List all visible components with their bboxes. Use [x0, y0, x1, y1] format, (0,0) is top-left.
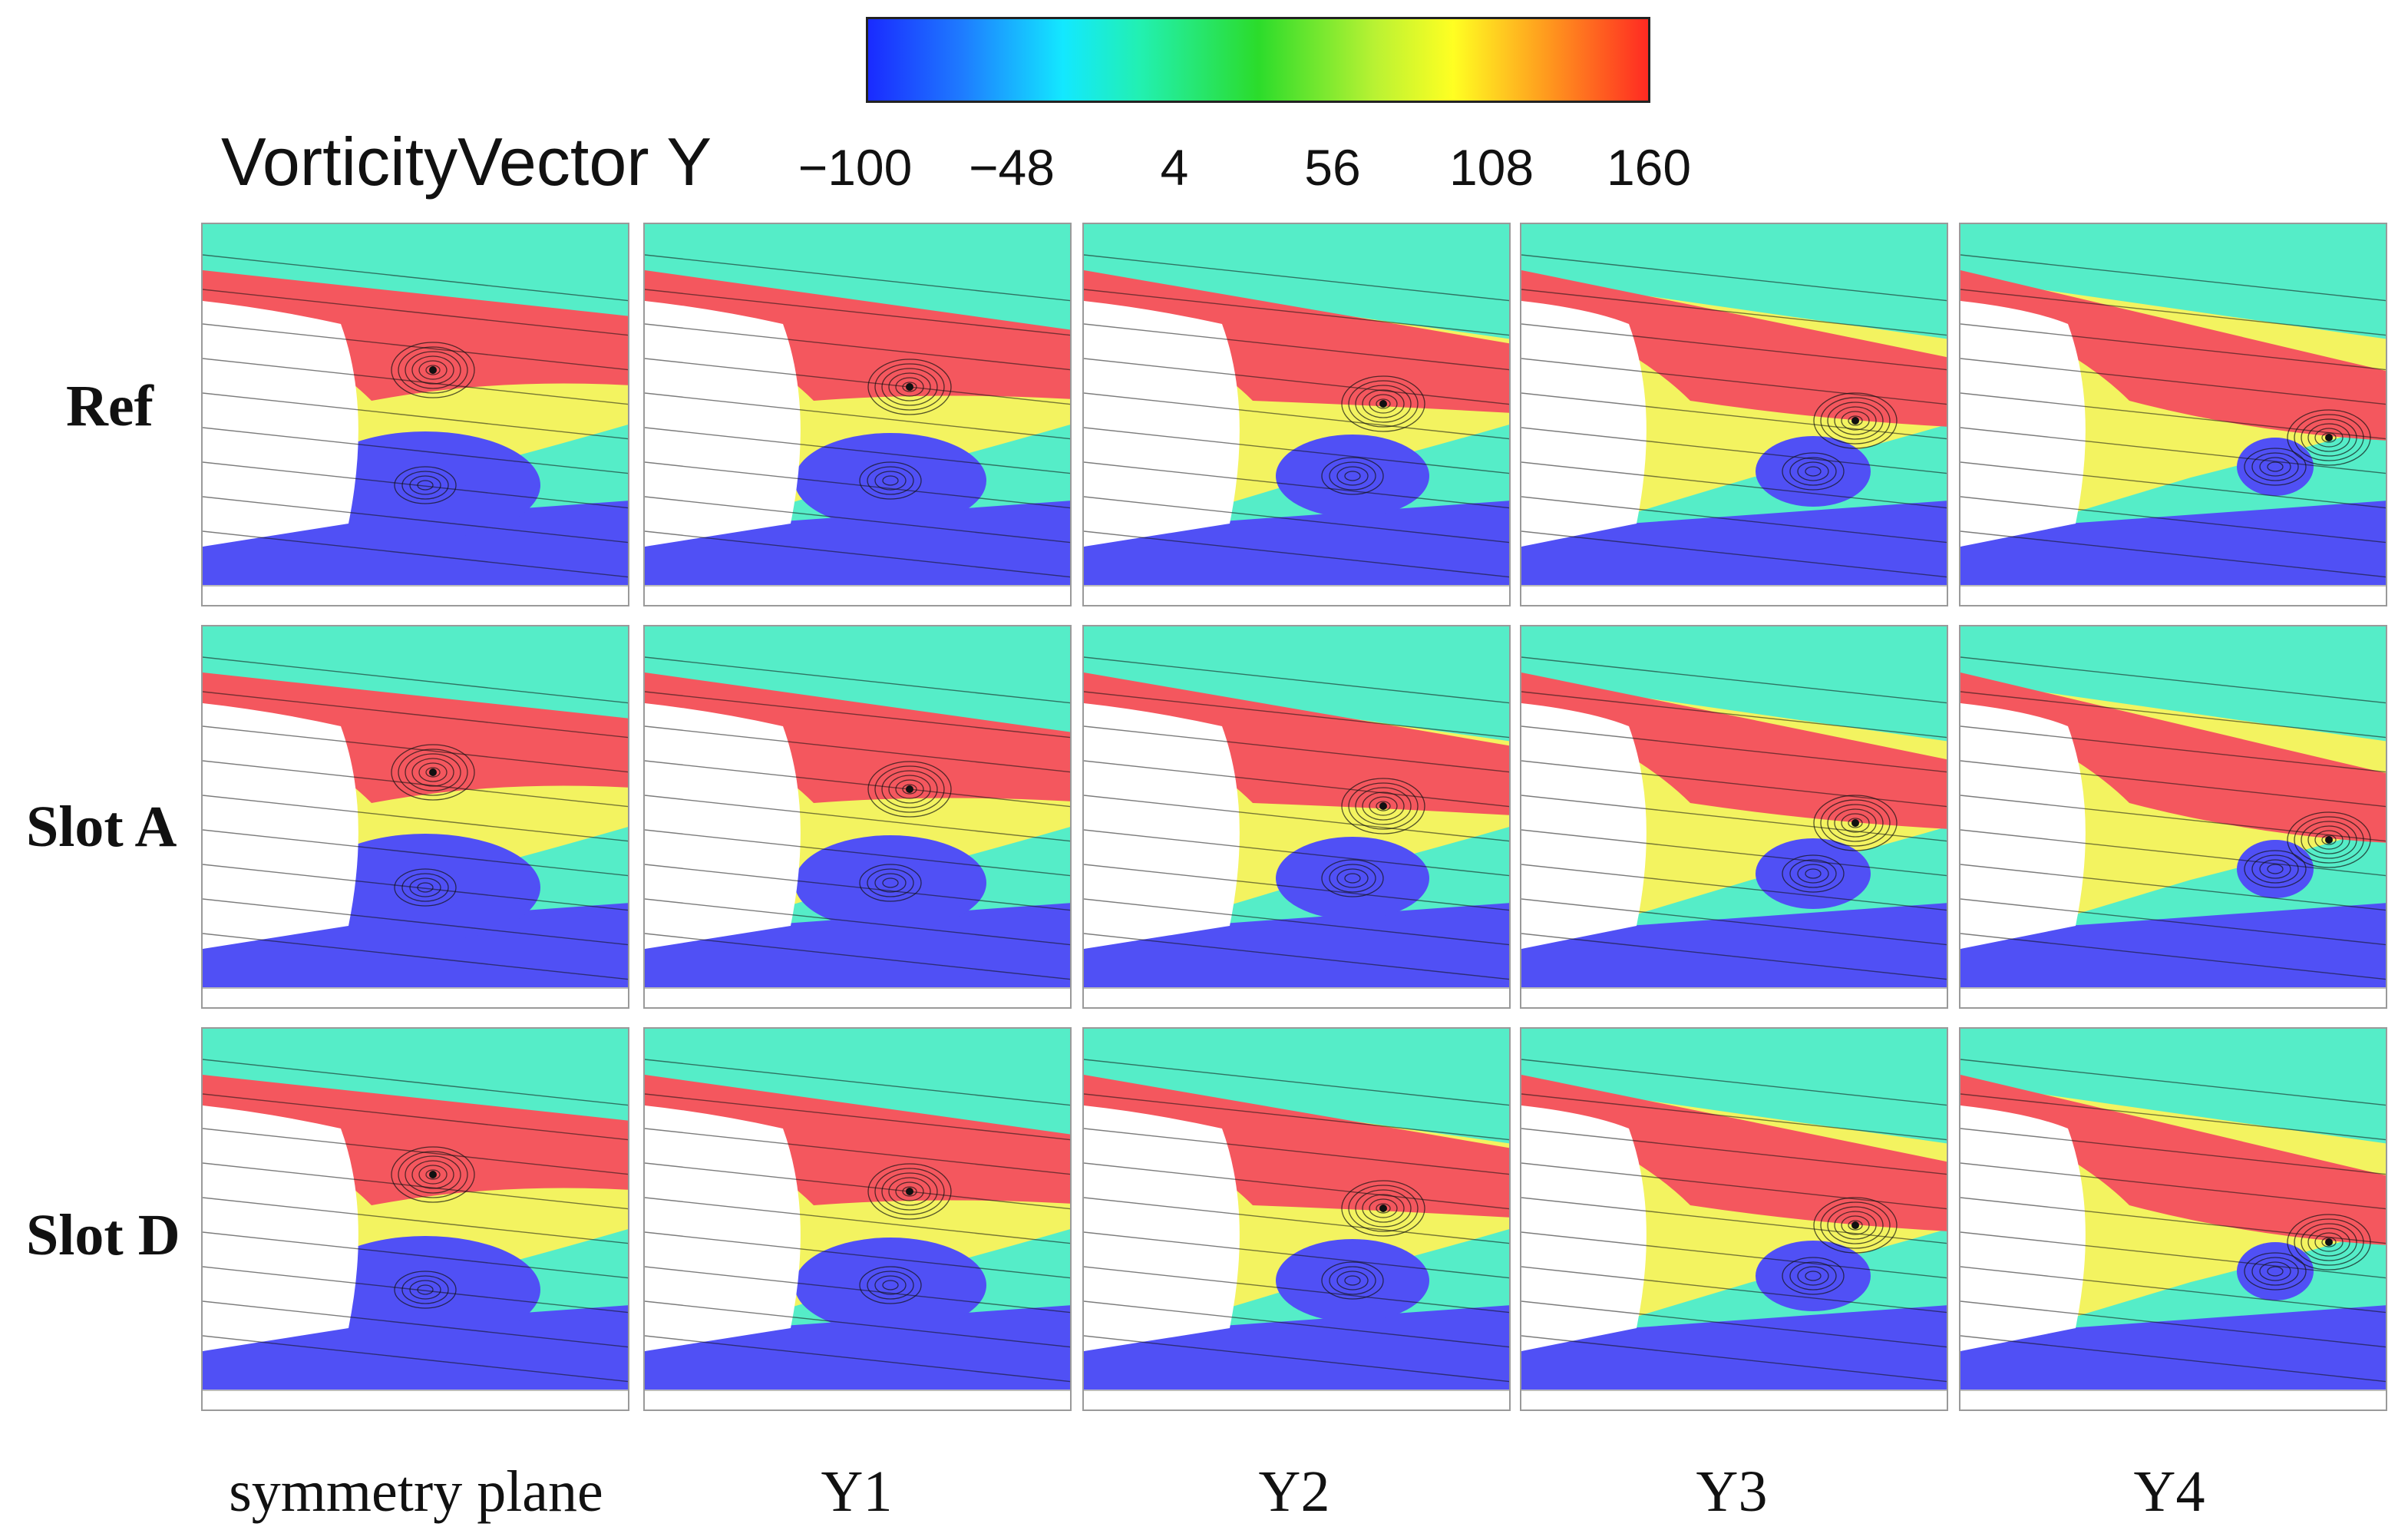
panel-bottom-strip [1521, 1390, 1947, 1409]
contour-panel-r1-c3 [1520, 625, 1948, 1009]
colorbar-tick: −48 [969, 139, 1055, 196]
contour-panel-r2-c4 [1959, 1027, 2387, 1411]
contour-panel-r0-c3 [1520, 223, 1948, 606]
panel-bottom-strip [203, 585, 628, 605]
panel-bottom-strip [1084, 987, 1509, 1007]
colorbar-tick: 56 [1304, 139, 1361, 196]
panel-bottom-strip [1960, 585, 2386, 605]
panel-bottom-strip [203, 1390, 628, 1409]
row-label-slot-a: Slot A [26, 795, 177, 859]
panel-bottom-strip [203, 987, 628, 1007]
contour-panel-r0-c1 [643, 223, 1072, 606]
panel-bottom-strip [1960, 987, 2386, 1007]
contour-panel-r2-c3 [1520, 1027, 1948, 1411]
column-label-symmetry-plane: symmetry plane [229, 1459, 603, 1524]
colorbar-tick: 160 [1606, 139, 1692, 196]
contour-panel-r1-c4 [1959, 625, 2387, 1009]
contour-panel-r2-c0 [201, 1027, 629, 1411]
contour-panel-r1-c2 [1082, 625, 1511, 1009]
panel-bottom-strip [1084, 585, 1509, 605]
panel-bottom-strip [1084, 1390, 1509, 1409]
colorbar-tick: 4 [1160, 139, 1189, 196]
panel-bottom-strip [645, 1390, 1070, 1409]
panel-bottom-strip [645, 585, 1070, 605]
contour-panel-r1-c1 [643, 625, 1072, 1009]
panel-bottom-strip [1960, 1390, 2386, 1409]
colorbar [866, 17, 1650, 103]
contour-panel-r0-c2 [1082, 223, 1511, 606]
panel-bottom-strip [1521, 585, 1947, 605]
panel-bottom-strip [1521, 987, 1947, 1007]
contour-panel-r0-c4 [1959, 223, 2387, 606]
contour-panel-r2-c2 [1082, 1027, 1511, 1411]
colorbar-tick: −100 [798, 139, 913, 196]
colorbar-tick: 108 [1448, 139, 1534, 196]
panel-bottom-strip [645, 987, 1070, 1007]
column-label-y2: Y2 [1258, 1459, 1330, 1524]
contour-panel-r0-c0 [201, 223, 629, 606]
contour-panel-r1-c0 [201, 625, 629, 1009]
column-label-y3: Y3 [1696, 1459, 1768, 1524]
colorbar-title: VorticityVector Y [221, 124, 712, 200]
column-label-y4: Y4 [2133, 1459, 2205, 1524]
column-label-y1: Y1 [821, 1459, 893, 1524]
contour-panel-r2-c1 [643, 1027, 1072, 1411]
row-label-ref: Ref [66, 374, 154, 438]
row-label-slot-d: Slot D [26, 1203, 180, 1267]
